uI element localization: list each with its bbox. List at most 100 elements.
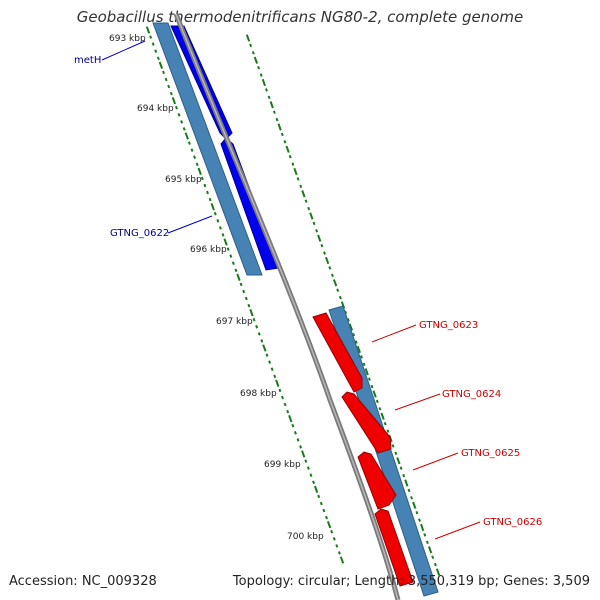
- scale-minor-tick: [281, 395, 284, 400]
- scale-minor-tick: [203, 183, 207, 188]
- scale-minor-tick: [272, 110, 276, 114]
- scale-minor-tick: [431, 555, 435, 559]
- scale-minor-tick: [257, 65, 261, 70]
- scale-minor-tick: [367, 377, 371, 381]
- scale-major-tick: [184, 132, 189, 140]
- scale-major-tick: [412, 501, 417, 509]
- scale-minor-tick: [195, 162, 199, 167]
- gene-arrow-gtng-0625[interactable]: [357, 451, 397, 510]
- scale-minor-tick: [309, 473, 313, 477]
- scale-major-tick: [269, 101, 274, 109]
- scale-minor-tick: [383, 421, 387, 426]
- scale-minor-tick: [394, 451, 398, 456]
- scale-minor-tick: [221, 233, 225, 237]
- scale-minor-tick: [239, 282, 243, 287]
- scale-minor-tick: [249, 43, 253, 48]
- tick-label: 695 kbp: [165, 175, 202, 185]
- scale-minor-tick: [296, 177, 300, 181]
- scale-minor-tick: [268, 360, 272, 364]
- scale-minor-tick: [346, 318, 350, 322]
- scale-minor-tick: [278, 388, 282, 393]
- scale-minor-tick: [187, 141, 191, 145]
- scale-minor-tick: [255, 325, 259, 329]
- tick-label: 696 kbp: [190, 245, 227, 255]
- gene-leader-line: [394, 393, 441, 411]
- tick-label: 698 kbp: [240, 389, 277, 399]
- scale-minor-tick: [352, 332, 356, 337]
- scale-minor-tick: [362, 362, 366, 367]
- scale-minor-tick: [407, 488, 411, 493]
- scale-minor-tick: [265, 88, 268, 92]
- scale-minor-tick: [317, 494, 321, 499]
- scale-minor-tick: [296, 438, 300, 442]
- tick-label: 697 kbp: [216, 317, 253, 327]
- gene-arrow-gtng-0623[interactable]: [312, 312, 363, 393]
- scale-minor-tick: [174, 105, 178, 110]
- scale-minor-tick: [378, 407, 382, 411]
- scale-minor-tick: [231, 261, 235, 265]
- gene-label-gtng-0623[interactable]: GTNG_0623: [419, 320, 478, 331]
- scale-minor-tick: [251, 51, 255, 55]
- scale-minor-tick: [330, 273, 334, 278]
- scale-minor-tick: [288, 154, 292, 159]
- scale-minor-tick: [154, 49, 158, 53]
- scale-minor-tick: [386, 429, 390, 433]
- gene-label-gtng-0622[interactable]: GTNG_0622: [110, 228, 169, 239]
- tick-label: 694 kbp: [137, 104, 174, 114]
- scale-minor-tick: [293, 431, 297, 435]
- scale-minor-tick: [283, 140, 287, 144]
- scale-minor-tick: [304, 199, 308, 203]
- gene-label-meth[interactable]: metH: [74, 55, 101, 66]
- outer-tick-dots: [245, 34, 441, 576]
- scale-major-tick: [171, 97, 177, 105]
- scale-minor-tick: [177, 113, 181, 117]
- scale-minor-tick: [410, 496, 414, 500]
- gene-label-gtng-0625[interactable]: GTNG_0625: [461, 448, 520, 459]
- scale-minor-tick: [273, 374, 277, 379]
- scale-minor-tick: [312, 480, 316, 485]
- scale-minor-tick: [257, 332, 261, 336]
- scale-minor-tick: [283, 402, 287, 407]
- scale-major-tick: [236, 273, 241, 281]
- gene-leader-line: [167, 215, 213, 234]
- scale-minor-tick: [337, 551, 341, 555]
- scale-minor-tick: [151, 42, 155, 46]
- scale-minor-tick: [182, 127, 186, 131]
- scale-minor-tick: [286, 409, 290, 414]
- scale-major-tick: [293, 167, 298, 176]
- scale-minor-tick: [234, 268, 238, 273]
- scale-minor-tick: [418, 518, 421, 522]
- scale-minor-tick: [433, 562, 437, 567]
- scale-minor-tick: [325, 515, 328, 520]
- scale-major-tick: [301, 450, 306, 458]
- scale-minor-tick: [229, 254, 233, 258]
- scale-major-tick: [277, 123, 282, 131]
- gene-label-gtng-0626[interactable]: GTNG_0626: [483, 517, 542, 528]
- scale-minor-tick: [213, 211, 217, 216]
- scale-minor-tick: [270, 367, 274, 371]
- tick-label: 699 kbp: [264, 460, 301, 470]
- gene-arrow-gtng-0626[interactable]: [374, 508, 414, 587]
- scale-minor-tick: [156, 56, 160, 61]
- cds-band-forward: [152, 22, 263, 276]
- gene-leader-line: [371, 324, 417, 343]
- scale-minor-tick: [335, 544, 339, 548]
- scale-major-tick: [275, 379, 280, 387]
- scale-minor-tick: [169, 91, 173, 96]
- gene-leader-line: [434, 521, 481, 540]
- scale-minor-tick: [399, 466, 403, 470]
- scale-minor-tick: [260, 339, 264, 343]
- scale-major-tick: [145, 26, 151, 34]
- gene-label-gtng-0624[interactable]: GTNG_0624: [442, 389, 501, 400]
- gene-arrow-gtng-0624[interactable]: [341, 391, 392, 454]
- scale-minor-tick: [247, 303, 251, 308]
- scale-minor-tick: [299, 445, 303, 449]
- scale-minor-tick: [226, 247, 230, 251]
- scale-major-tick: [427, 546, 433, 554]
- scale-major-tick: [210, 203, 215, 211]
- scale-minor-tick: [252, 317, 256, 322]
- scale-major-tick: [309, 212, 314, 220]
- scale-major-tick: [245, 34, 251, 42]
- scale-major-tick: [396, 457, 401, 465]
